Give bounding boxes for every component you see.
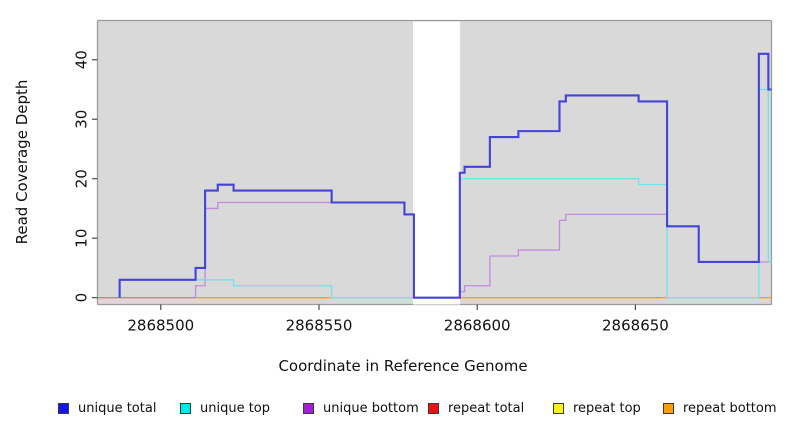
legend-label: repeat total [448, 400, 525, 416]
legend-swatch [663, 402, 674, 414]
y-tick-label: 40 [73, 50, 91, 69]
legend-label: unique total [78, 400, 157, 416]
y-tick-label: 0 [73, 293, 91, 303]
legend-swatch [553, 402, 564, 414]
series-unique-bottom [194, 201, 772, 299]
legend-label: repeat top [573, 400, 641, 416]
y-tick-label: 20 [73, 169, 91, 188]
gap-band [412, 21, 461, 305]
legend-item-repeat-bottom: repeat bottom [663, 399, 777, 417]
legend-item-unique-bottom: unique bottom [303, 399, 419, 417]
legend-item-repeat-top: repeat top [553, 399, 641, 417]
y-axis-title: Read Coverage Depth [13, 79, 31, 245]
series-unique-top [119, 88, 772, 299]
x-tick-label: 2868500 [127, 317, 194, 335]
legend-label: unique top [200, 400, 271, 416]
legend-label: unique bottom [323, 400, 419, 416]
legend: unique total unique top unique bottom repea… [0, 399, 792, 419]
legend-swatch [428, 402, 439, 414]
x-tick-label: 2868550 [286, 317, 353, 335]
legend-label: repeat bottom [683, 400, 777, 416]
x-tick-label: 2868600 [444, 317, 511, 335]
y-tick-label: 10 [73, 229, 91, 248]
legend-item-unique-total: unique total [58, 399, 156, 417]
legend-swatch [58, 402, 69, 414]
y-tick-label: 30 [73, 110, 91, 129]
legend-item-unique-top: unique top [180, 399, 270, 417]
x-tick-label: 2868650 [602, 317, 669, 335]
legend-swatch [303, 402, 314, 414]
series-unique-total [118, 52, 772, 299]
legend-item-repeat-total: repeat total [428, 399, 524, 417]
legend-swatch [180, 402, 191, 414]
x-axis-title: Coordinate in Reference Genome [278, 357, 528, 375]
